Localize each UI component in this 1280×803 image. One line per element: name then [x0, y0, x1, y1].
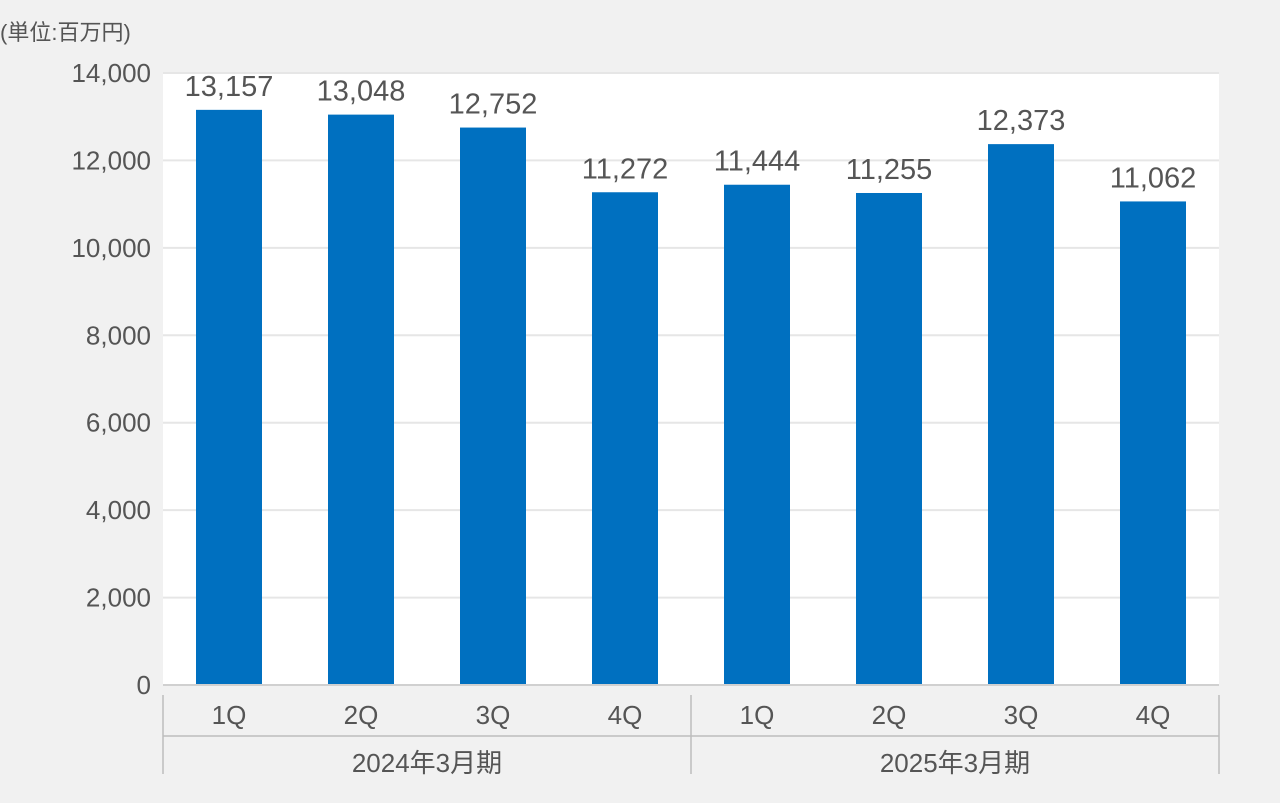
- category-label: 1Q: [212, 700, 247, 730]
- y-tick-label: 0: [137, 670, 151, 700]
- data-label: 11,272: [582, 153, 669, 185]
- data-label: 12,752: [449, 89, 538, 121]
- y-tick-label: 12,000: [71, 145, 151, 175]
- bar: [592, 192, 658, 686]
- group-label: 2024年3月期: [352, 748, 502, 778]
- bar: [1120, 201, 1186, 686]
- data-label: 11,444: [714, 146, 801, 178]
- data-label: 11,062: [1110, 162, 1197, 194]
- data-label: 13,157: [185, 71, 274, 103]
- y-axis-ticks: 0 2,000 4,000 6,000 8,000 10,000 12,000 14,000: [71, 58, 151, 700]
- category-label: 4Q: [1136, 700, 1171, 730]
- data-label: 13,048: [317, 76, 406, 108]
- category-label: 2Q: [344, 700, 379, 730]
- y-tick-label: 2,000: [86, 583, 151, 613]
- data-label: 12,373: [977, 105, 1066, 137]
- y-tick-label: 6,000: [86, 408, 151, 438]
- y-tick-label: 8,000: [86, 320, 151, 350]
- group-label: 2025年3月期: [880, 748, 1030, 778]
- y-tick-label: 4,000: [86, 495, 151, 525]
- bar: [724, 184, 790, 686]
- category-label: 3Q: [1004, 700, 1039, 730]
- plot-area: [163, 73, 1219, 685]
- bar: [460, 127, 526, 686]
- bar: [196, 109, 262, 686]
- category-label: 4Q: [608, 700, 643, 730]
- category-label: 3Q: [476, 700, 511, 730]
- category-label: 2Q: [872, 700, 907, 730]
- category-label: 1Q: [740, 700, 775, 730]
- unit-label: (単位:百万円): [0, 20, 131, 45]
- y-tick-label: 10,000: [71, 233, 151, 263]
- data-labels: 13,157 13,048 12,752 11,272 11,444 11,255 12,3…: [185, 71, 1197, 195]
- bar: [988, 144, 1054, 685]
- category-axis: 1Q 2Q 3Q 4Q 1Q 2Q 3Q 4Q 2024年3月期 2025年3月期: [162, 684, 1220, 778]
- data-label: 11,255: [846, 154, 933, 186]
- bar: [856, 192, 922, 685]
- bar: [328, 114, 394, 686]
- bars: [196, 109, 1186, 686]
- y-tick-label: 14,000: [71, 58, 151, 88]
